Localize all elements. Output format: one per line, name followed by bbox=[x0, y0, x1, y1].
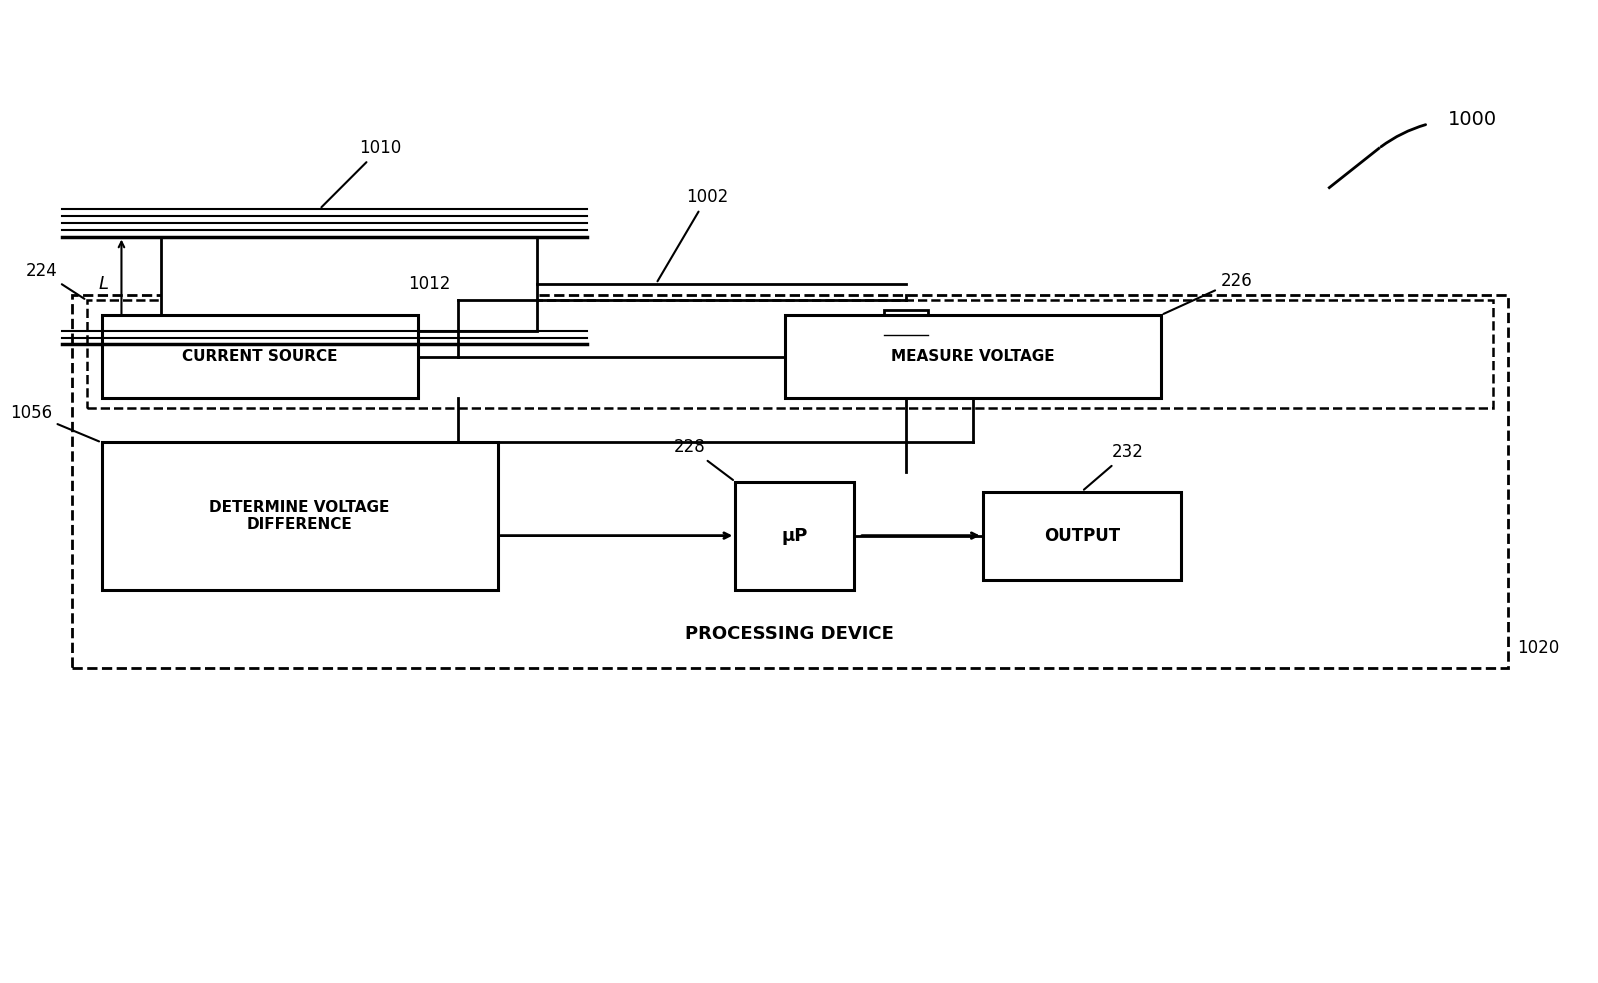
Text: μP: μP bbox=[781, 527, 809, 545]
Text: OUTPUT: OUTPUT bbox=[1043, 527, 1120, 545]
Text: 1010: 1010 bbox=[321, 140, 401, 207]
Bar bbox=[884, 311, 928, 359]
Text: CURRENT SOURCE: CURRENT SOURCE bbox=[182, 349, 337, 365]
Bar bbox=[983, 492, 1181, 580]
Text: L: L bbox=[99, 274, 109, 293]
Bar bbox=[735, 482, 853, 590]
Text: 1012: 1012 bbox=[409, 274, 451, 293]
Text: PROCESSING DEVICE: PROCESSING DEVICE bbox=[686, 624, 895, 643]
Text: MEASURE VOLTAGE: MEASURE VOLTAGE bbox=[892, 349, 1055, 365]
Bar bbox=[86, 301, 1493, 408]
Text: 1002: 1002 bbox=[657, 189, 729, 281]
Text: 1056: 1056 bbox=[10, 404, 99, 441]
Text: 228: 228 bbox=[674, 438, 733, 480]
Text: 1000: 1000 bbox=[1448, 109, 1497, 129]
Text: 226: 226 bbox=[1163, 271, 1253, 314]
Bar bbox=[102, 442, 497, 590]
Bar bbox=[161, 237, 537, 330]
Bar bbox=[785, 316, 1162, 398]
Text: DETERMINE VOLTAGE
DIFFERENCE: DETERMINE VOLTAGE DIFFERENCE bbox=[209, 499, 390, 532]
Text: 1020: 1020 bbox=[1518, 639, 1560, 658]
Text: 232: 232 bbox=[1083, 443, 1143, 490]
Text: 224: 224 bbox=[26, 261, 85, 299]
Bar bbox=[102, 316, 419, 398]
Bar bbox=[72, 296, 1507, 667]
